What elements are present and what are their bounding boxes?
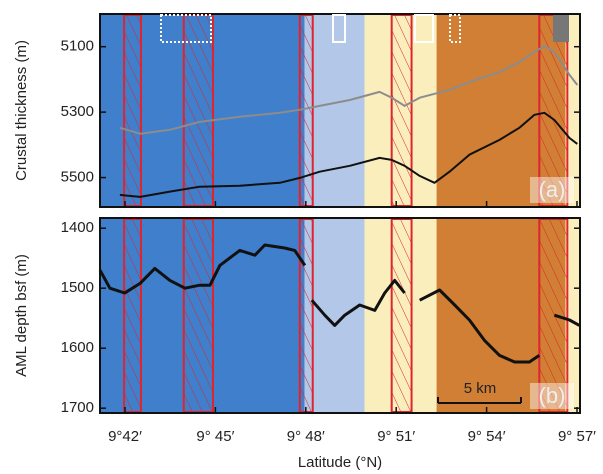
data-line bbox=[119, 45, 579, 135]
x-axis-label: Latitude (°N) bbox=[298, 454, 382, 471]
y-tick-label: 5300 bbox=[61, 103, 94, 120]
panel-label-bg bbox=[530, 383, 574, 409]
region bbox=[565, 14, 580, 207]
highlight-box bbox=[390, 14, 413, 207]
region bbox=[565, 218, 580, 413]
panel-label: (b) bbox=[539, 383, 566, 408]
region bbox=[304, 14, 365, 207]
highlight-box bbox=[298, 218, 314, 413]
region bbox=[304, 218, 365, 413]
y-tick-label: 1700 bbox=[61, 399, 94, 416]
panel-label: (a) bbox=[539, 177, 566, 202]
x-tick-label: 9°42′ bbox=[108, 428, 142, 445]
x-tick-label: 9° 45′ bbox=[196, 428, 234, 445]
highlight-box bbox=[123, 14, 142, 207]
y-tick-label: 1600 bbox=[61, 339, 94, 356]
x-tick-label: 9° 54′ bbox=[468, 428, 506, 445]
highlight-box bbox=[123, 218, 142, 413]
data-line bbox=[119, 111, 578, 198]
marker-box bbox=[414, 14, 434, 43]
marker-box bbox=[449, 14, 461, 43]
y-tick-label: 5500 bbox=[61, 169, 94, 186]
highlight-box bbox=[390, 218, 413, 413]
scale-label: 5 km bbox=[464, 380, 497, 397]
x-tick-label: 9° 51′ bbox=[377, 428, 415, 445]
y-axis-label: AML depth bsf (m) bbox=[13, 254, 30, 377]
marker-box bbox=[160, 14, 212, 43]
panel-label-bg bbox=[530, 177, 574, 203]
highlight-box bbox=[182, 14, 214, 207]
y-tick-label: 1500 bbox=[61, 279, 94, 296]
x-tick-label: 9° 48′ bbox=[287, 428, 325, 445]
marker-box bbox=[332, 14, 346, 43]
x-tick-label: 9° 57′ bbox=[558, 428, 596, 445]
marker-box bbox=[553, 15, 569, 42]
highlight-box bbox=[182, 218, 214, 413]
highlight-box bbox=[538, 218, 569, 413]
plot-area: 5100 5300 5500 Crustal thickness (m) 1400 150… bbox=[13, 13, 596, 471]
y-axis-label: Crustal thickness (m) bbox=[13, 40, 30, 181]
data-line bbox=[98, 243, 581, 364]
annotations: (a) (b) 5 km bbox=[124, 14, 578, 413]
panel-frame bbox=[99, 217, 581, 414]
y-tick-label: 5100 bbox=[61, 38, 94, 55]
y-tick-label: 1400 bbox=[61, 219, 94, 236]
